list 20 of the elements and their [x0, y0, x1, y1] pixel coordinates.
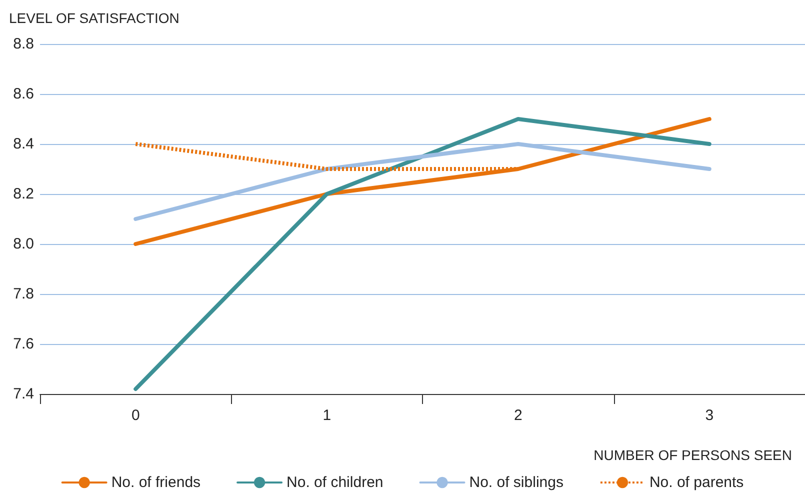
legend-label: No. of siblings — [469, 474, 564, 491]
y-tick-label: 8.2 — [13, 186, 34, 202]
y-tick-label: 7.4 — [13, 386, 34, 402]
y-tick-label: 8.4 — [13, 136, 34, 152]
x-axis-title: NUMBER OF PERSONS SEEN — [594, 447, 792, 463]
y-tick-label: 8.6 — [13, 86, 34, 102]
x-tick-label: 3 — [705, 407, 714, 424]
line-series — [134, 117, 712, 246]
legend-label: No. of friends — [111, 474, 201, 491]
y-tick-label: 8.0 — [13, 236, 34, 252]
x-tick-label: 1 — [322, 407, 332, 424]
y-axis-title: LEVEL OF SATISFACTION — [9, 10, 180, 26]
legend-label: No. of children — [286, 474, 384, 491]
y-tick-label: 7.6 — [13, 336, 34, 352]
x-tick-label: 0 — [131, 407, 140, 424]
y-tick-label: 8.8 — [13, 36, 34, 52]
y-tick-label: 7.8 — [13, 286, 34, 302]
x-tick-label: 2 — [514, 407, 522, 424]
legend-label: No. of parents — [649, 474, 744, 491]
line-series — [134, 117, 712, 391]
